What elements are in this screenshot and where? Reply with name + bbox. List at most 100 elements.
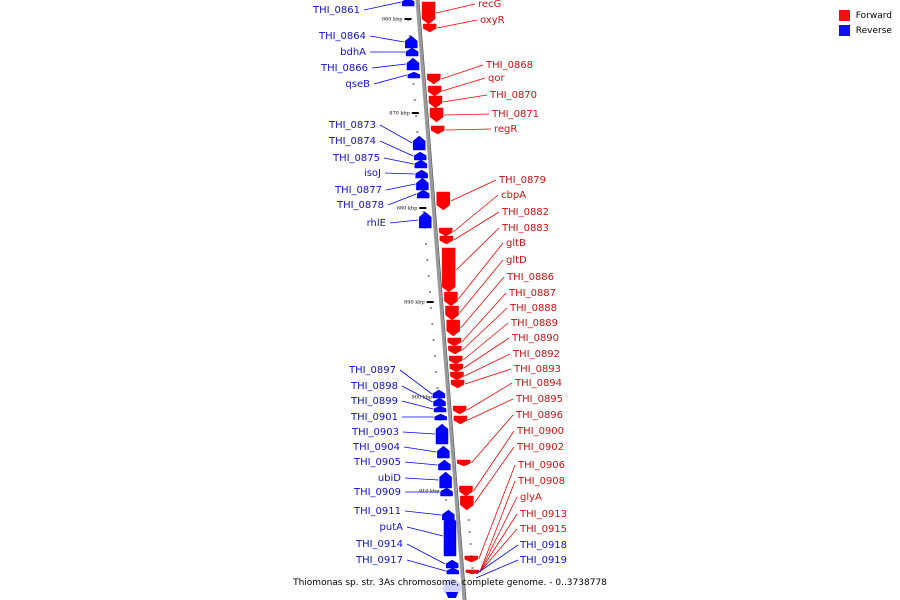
forward-gene-label: THI_0893 bbox=[513, 364, 561, 375]
forward-label-leader bbox=[450, 179, 497, 202]
reverse-gene-label: THI_0901 bbox=[350, 412, 398, 423]
reverse-label-leader bbox=[387, 193, 417, 206]
legend: Forward Reverse bbox=[838, 8, 892, 38]
reverse-label-leader bbox=[379, 124, 413, 144]
forward-gene-block bbox=[450, 371, 464, 381]
forward-gene-block bbox=[426, 73, 441, 85]
forward-label-leader bbox=[479, 496, 518, 573]
reverse-gene-label: THI_0905 bbox=[353, 457, 401, 468]
reverse-label-leader bbox=[404, 477, 439, 481]
reverse-gene-label: isoJ bbox=[364, 168, 381, 179]
forward-gene-block bbox=[445, 305, 459, 321]
reverse-gene-block bbox=[418, 211, 432, 229]
reverse-gene-block bbox=[440, 487, 453, 497]
forward-label-leader bbox=[464, 368, 512, 385]
forward-gene-label: THI_0915 bbox=[519, 524, 567, 535]
genome-backbone-edge bbox=[418, 0, 467, 600]
forward-gene-block bbox=[427, 85, 442, 97]
forward-label-leader bbox=[466, 382, 513, 411]
reverse-gene-label: THI_0873 bbox=[328, 120, 376, 131]
reverse-label-leader bbox=[406, 559, 446, 572]
reverse-gene-label: THI_0877 bbox=[334, 185, 382, 196]
forward-gene-block bbox=[436, 191, 450, 211]
forward-gene-label: THI_0890 bbox=[511, 333, 559, 344]
reverse-label-leader bbox=[383, 157, 414, 165]
reverse-swatch-icon bbox=[838, 25, 850, 36]
reverse-gene-block bbox=[432, 389, 446, 399]
forward-label-leader bbox=[474, 446, 515, 504]
reverse-gene-label: THI_0918 bbox=[519, 540, 567, 551]
forward-label-leader bbox=[463, 337, 510, 369]
forward-gene-block bbox=[439, 235, 454, 245]
forward-gene-block bbox=[421, 1, 436, 25]
reverse-gene-block bbox=[414, 159, 428, 169]
forward-gene-block bbox=[459, 485, 473, 497]
forward-gene-block bbox=[457, 459, 471, 467]
legend-reverse: Reverse bbox=[838, 23, 892, 38]
reverse-label-leader bbox=[389, 219, 419, 224]
reverse-gene-label: THI_0899 bbox=[350, 396, 398, 407]
reverse-gene-block bbox=[406, 57, 420, 71]
forward-gene-block bbox=[450, 379, 465, 389]
reverse-label-leader bbox=[404, 461, 438, 466]
forward-label-leader bbox=[445, 128, 492, 131]
forward-gene-label: THI_0894 bbox=[514, 378, 562, 389]
reverse-gene-block bbox=[434, 413, 447, 421]
forward-label-leader bbox=[452, 194, 499, 233]
reverse-gene-label: THI_0874 bbox=[328, 136, 376, 147]
forward-gene-block bbox=[441, 247, 456, 293]
reverse-gene-label: THI_0866 bbox=[320, 63, 368, 74]
reverse-gene-label: qseB bbox=[345, 79, 370, 90]
reverse-gene-label: THI_0911 bbox=[353, 506, 401, 517]
forward-swatch-icon bbox=[838, 10, 850, 21]
reverse-gene-block bbox=[407, 71, 421, 79]
reverse-gene-block bbox=[433, 397, 446, 407]
forward-gene-block bbox=[460, 495, 474, 511]
forward-label-leader bbox=[479, 480, 516, 573]
reverse-gene-block bbox=[446, 592, 458, 598]
legend-reverse-label: Reverse bbox=[855, 25, 892, 36]
reverse-gene-label: THI_0904 bbox=[352, 442, 400, 453]
reverse-gene-block bbox=[445, 559, 459, 569]
reverse-gene-block bbox=[412, 135, 426, 151]
reverse-gene-label: THI_0917 bbox=[355, 555, 403, 566]
forward-gene-label: THI_0886 bbox=[506, 272, 554, 283]
forward-gene-label: oxyR bbox=[480, 15, 505, 26]
reverse-gene-label: THI_0861 bbox=[312, 5, 360, 16]
kbp-tick-label: 860 kbp bbox=[382, 17, 403, 23]
forward-label-leader bbox=[479, 513, 518, 573]
forward-gene-block bbox=[465, 569, 480, 575]
forward-gene-label: THI_0887 bbox=[508, 288, 556, 299]
kbp-tick-label: 880 kbp bbox=[397, 206, 418, 212]
reverse-gene-block bbox=[438, 459, 451, 471]
reverse-gene-label: rhlE bbox=[367, 218, 386, 229]
forward-gene-label: THI_0883 bbox=[501, 223, 549, 234]
reverse-label-leader bbox=[385, 183, 416, 191]
forward-gene-label: glyA bbox=[520, 492, 542, 503]
forward-label-leader bbox=[464, 353, 511, 377]
forward-gene-label: THI_0889 bbox=[510, 318, 558, 329]
reverse-label-leader bbox=[401, 385, 433, 403]
forward-gene-label: THI_0868 bbox=[485, 60, 533, 71]
reverse-label-leader bbox=[404, 510, 442, 516]
reverse-gene-block bbox=[401, 0, 415, 7]
reverse-gene-block bbox=[435, 423, 449, 445]
reverse-gene-block bbox=[416, 189, 430, 199]
reverse-gene-block bbox=[415, 169, 428, 179]
reverse-label-leader bbox=[475, 559, 519, 579]
forward-gene-label: THI_0879 bbox=[498, 175, 546, 186]
kbp-tick-label: 910 kbp bbox=[419, 489, 440, 495]
reverse-gene-label: THI_0903 bbox=[351, 427, 399, 438]
forward-label-leader bbox=[462, 307, 508, 351]
reverse-gene-label: THI_0919 bbox=[519, 555, 567, 566]
forward-label-leader bbox=[479, 528, 518, 573]
reverse-gene-block bbox=[405, 47, 419, 57]
reverse-label-leader bbox=[403, 446, 437, 453]
reverse-gene-block bbox=[405, 35, 418, 49]
reverse-gene-label: THI_0898 bbox=[350, 381, 398, 392]
forward-label-leader bbox=[442, 77, 486, 92]
forward-gene-block bbox=[453, 415, 468, 425]
reverse-label-leader bbox=[402, 431, 436, 435]
forward-gene-block bbox=[446, 319, 460, 337]
